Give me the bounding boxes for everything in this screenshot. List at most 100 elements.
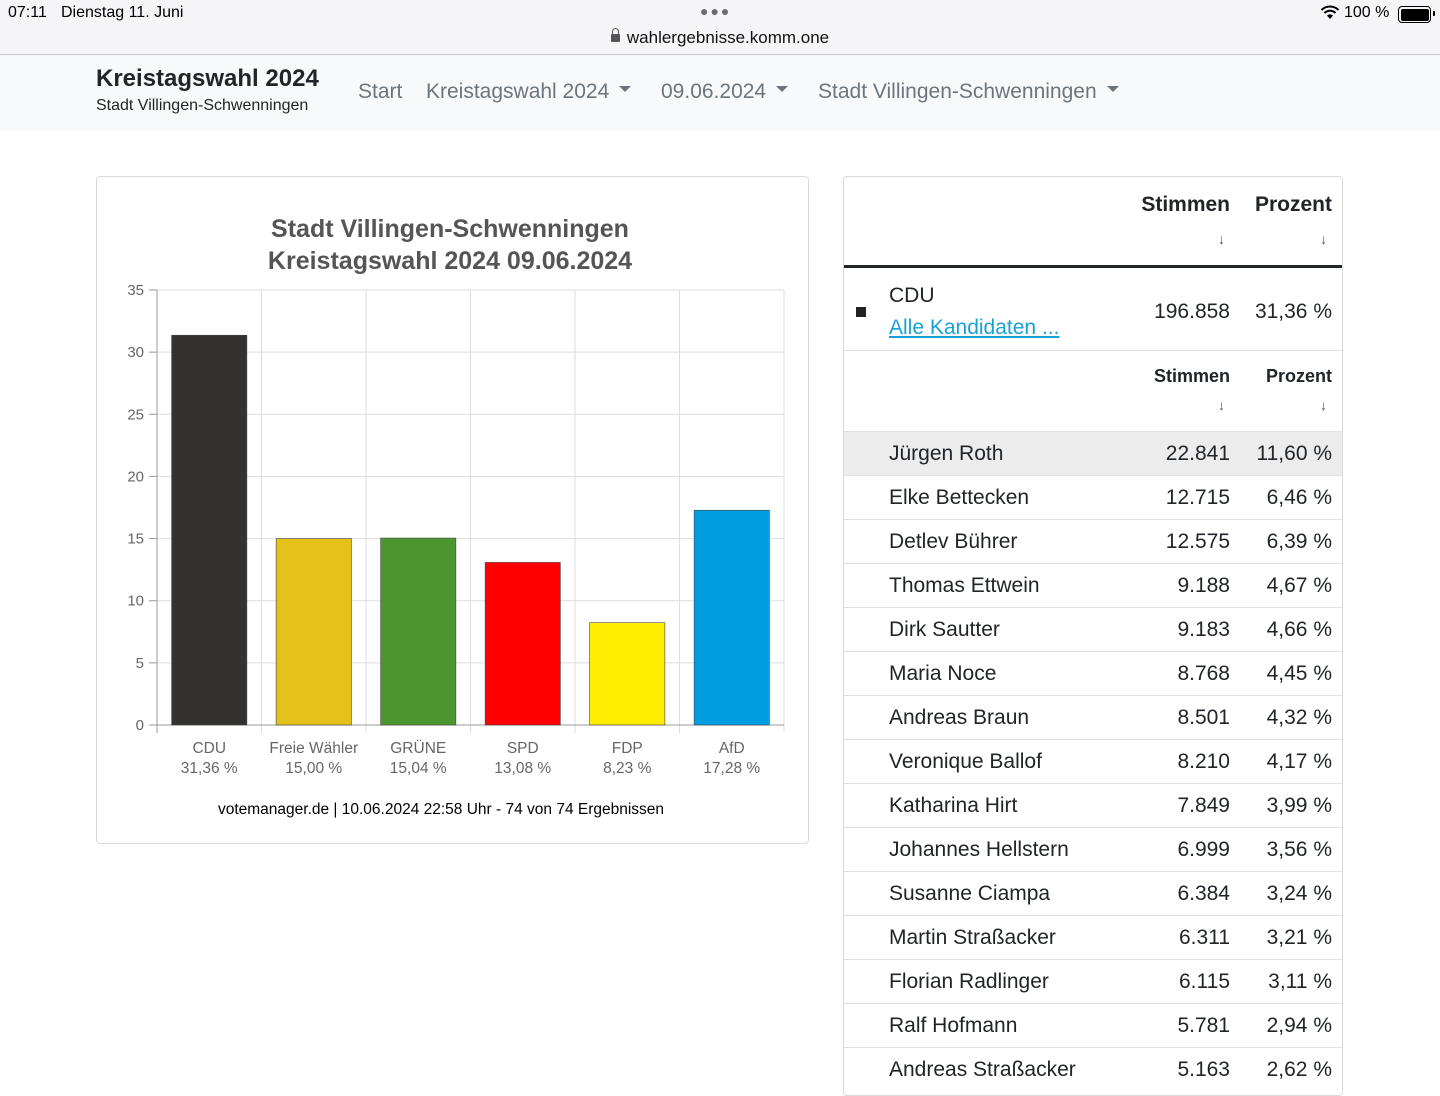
candidate-votes: 8.210: [1177, 750, 1230, 773]
candidate-votes: 5.781: [1177, 1014, 1230, 1037]
sort-arrow-icon[interactable]: ↓: [1320, 397, 1327, 413]
candidate-row[interactable]: Andreas Straßacker 5.163 2,62 %: [844, 1047, 1342, 1091]
x-value-label: 17,28 %: [703, 760, 760, 777]
x-category-label: CDU: [192, 740, 226, 757]
candidate-percent: 4,17 %: [1266, 750, 1332, 773]
browser-status-bar: 07:11 Dienstag 11. Juni ●●● wahlergebnis…: [0, 0, 1440, 55]
candidate-row[interactable]: Susanne Ciampa 6.384 3,24 %: [844, 871, 1342, 915]
chart-title-line-2: Kreistagswahl 2024 09.06.2024: [268, 247, 632, 275]
candidate-votes: 6.999: [1177, 838, 1230, 861]
status-time: 07:11: [8, 4, 47, 21]
candidate-row[interactable]: Maria Noce 8.768 4,45 %: [844, 651, 1342, 695]
address-bar[interactable]: wahlergebnisse.komm.one: [0, 28, 1440, 48]
candidate-percent: 3,56 %: [1266, 838, 1332, 861]
battery-icon: [1398, 6, 1435, 23]
candidate-votes: 22.841: [1165, 442, 1230, 465]
bar-freie-w-hler[interactable]: [275, 538, 352, 726]
candidate-row[interactable]: Johannes Hellstern 6.999 3,56 %: [844, 827, 1342, 871]
caret-down-icon: [619, 86, 632, 93]
sort-arrow-icon[interactable]: ↓: [1218, 397, 1225, 413]
candidate-percent: 4,32 %: [1266, 706, 1332, 729]
candidate-row[interactable]: Jürgen Roth 22.841 11,60 %: [844, 431, 1342, 475]
candidate-header-votes[interactable]: Stimmen: [1153, 366, 1230, 386]
chart-title-line-1: Stadt Villingen-Schwenningen: [271, 215, 629, 243]
nav-date-label: 09.06.2024: [661, 80, 767, 103]
lock-icon: [610, 28, 620, 42]
candidate-header-percent[interactable]: Prozent: [1265, 366, 1332, 386]
x-value-label: 15,04 %: [390, 760, 447, 777]
candidate-percent: 2,94 %: [1266, 1014, 1332, 1037]
more-dots-icon[interactable]: ●●●: [700, 3, 732, 19]
bar-cdu[interactable]: [171, 334, 248, 726]
candidate-name: Elke Bettecken: [889, 486, 1030, 509]
nav-start[interactable]: Start: [358, 80, 402, 104]
candidate-percent: 11,60 %: [1256, 442, 1333, 465]
status-date: Dienstag 11. Juni: [61, 4, 184, 21]
candidate-row[interactable]: Veronique Ballof 8.210 4,17 %: [844, 739, 1342, 783]
x-value-label: 31,36 %: [181, 760, 238, 777]
candidate-votes: 8.501: [1177, 706, 1230, 729]
candidate-percent: 3,21 %: [1266, 926, 1332, 949]
candidate-percent: 6,46 %: [1266, 486, 1332, 509]
candidate-row[interactable]: Thomas Ettwein 9.188 4,67 %: [844, 563, 1342, 607]
url-text: wahlergebnisse.komm.one: [626, 28, 830, 47]
bar-afd[interactable]: [693, 509, 770, 726]
candidate-row[interactable]: Andreas Braun 8.501 4,32 %: [844, 695, 1342, 739]
candidate-name: Andreas Straßacker: [889, 1058, 1076, 1081]
candidate-name: Maria Noce: [889, 662, 997, 685]
candidate-votes: 12.575: [1165, 530, 1230, 553]
candidate-row[interactable]: Katharina Hirt 7.849 3,99 %: [844, 783, 1342, 827]
bar-gr-ne[interactable]: [380, 537, 457, 726]
chart-card: Stadt Villingen-Schwenningen Kreistagswa…: [96, 176, 809, 844]
candidate-row[interactable]: Ralf Hofmann 5.781 2,94 %: [844, 1003, 1342, 1047]
candidate-name: Andreas Braun: [889, 706, 1030, 729]
candidate-percent: 2,62 %: [1266, 1058, 1332, 1081]
y-tick-label: 15: [127, 531, 144, 548]
y-tick-label: 30: [127, 344, 144, 361]
party-row: CDU Alle Kandidaten ... 196.858 31,36 %: [844, 265, 1342, 351]
sort-arrow-icon[interactable]: ↓: [1320, 231, 1327, 247]
header-percent[interactable]: Prozent: [1254, 193, 1332, 216]
candidate-votes: 6.384: [1177, 882, 1230, 905]
candidate-votes: 9.188: [1177, 574, 1230, 597]
bar-spd[interactable]: [484, 562, 561, 726]
nav-area-dropdown[interactable]: Stadt Villingen-Schwenningen: [818, 80, 1119, 104]
y-tick-label: 25: [127, 406, 144, 423]
header-votes[interactable]: Stimmen: [1141, 193, 1230, 216]
x-value-label: 8,23 %: [603, 760, 651, 777]
candidate-percent: 3,24 %: [1266, 882, 1332, 905]
candidate-votes: 8.768: [1177, 662, 1230, 685]
candidate-name: Thomas Ettwein: [889, 574, 1040, 597]
all-candidates-link[interactable]: Alle Kandidaten ...: [889, 316, 1060, 339]
candidate-row[interactable]: Martin Straßacker 6.311 3,21 %: [844, 915, 1342, 959]
party-color-square: [856, 307, 866, 317]
candidate-row[interactable]: Florian Radlinger 6.115 3,11 %: [844, 959, 1342, 1003]
bar-fdp[interactable]: [589, 622, 666, 726]
candidate-row[interactable]: Detlev Bührer 12.575 6,39 %: [844, 519, 1342, 563]
results-table: Stimmen Prozent ↓ ↓ CDU Alle Kandidaten …: [843, 176, 1343, 1096]
x-category-label: GRÜNE: [390, 739, 446, 757]
candidate-row[interactable]: Elke Bettecken 12.715 6,46 %: [844, 475, 1342, 519]
party-percent: 31,36 %: [1254, 300, 1332, 323]
candidate-percent: 4,67 %: [1266, 574, 1332, 597]
y-tick-label: 35: [127, 282, 144, 299]
x-category-label: AfD: [719, 740, 745, 757]
candidate-name: Detlev Bührer: [889, 530, 1018, 553]
brand-title[interactable]: Kreistagswahl 2024: [96, 65, 319, 92]
x-value-label: 15,00 %: [285, 760, 342, 777]
caret-down-icon: [776, 86, 789, 93]
battery-percent: 100 %: [1344, 4, 1390, 21]
candidate-name: Jürgen Roth: [889, 442, 1004, 465]
navbar: Kreistagswahl 2024 Stadt Villingen-Schwe…: [0, 55, 1440, 131]
chart-footer: votemanager.de | 10.06.2024 22:58 Uhr - …: [218, 801, 664, 818]
nav-area-label: Stadt Villingen-Schwenningen: [818, 80, 1097, 103]
nav-election-dropdown[interactable]: Kreistagswahl 2024: [426, 80, 632, 104]
sort-arrow-icon[interactable]: ↓: [1218, 231, 1225, 247]
x-category-label: FDP: [612, 740, 643, 757]
candidate-votes: 6.115: [1179, 970, 1230, 993]
y-tick-label: 10: [127, 593, 144, 610]
candidate-percent: 4,45 %: [1266, 662, 1332, 685]
nav-date-dropdown[interactable]: 09.06.2024: [661, 80, 789, 104]
candidate-name: Susanne Ciampa: [889, 882, 1051, 905]
candidate-row[interactable]: Dirk Sautter 9.183 4,66 %: [844, 607, 1342, 651]
